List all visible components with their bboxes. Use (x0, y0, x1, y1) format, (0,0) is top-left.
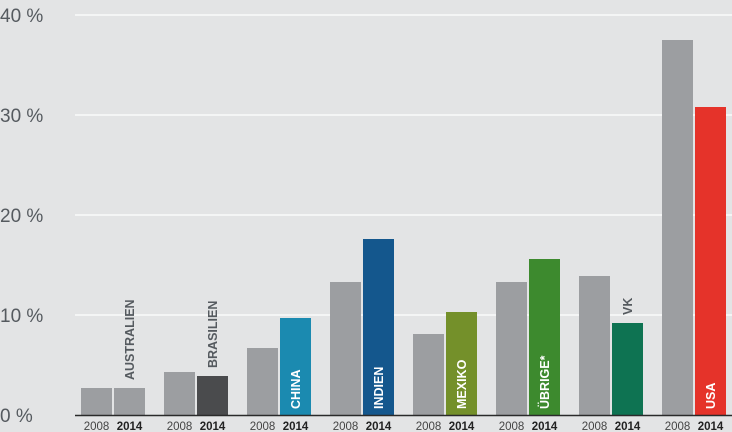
bar-label-cat2: CHINA (289, 369, 303, 409)
bar-2014-cat7 (695, 107, 726, 415)
bar-2008-cat7 (662, 40, 693, 415)
bar-2014-cat1 (197, 376, 228, 415)
x-tick-label: 2008 (167, 421, 193, 432)
bar-label-cat7: USA (704, 383, 718, 409)
x-axis: 2008 2014 2008 2014 2008 2014 2008 2014 2008 2014… (75, 414, 732, 432)
bar-2014-cat0 (114, 388, 145, 415)
bar-label-cat5: ÜBRIGE* (537, 355, 552, 409)
bar-2014-cat6 (612, 323, 643, 415)
x-tick-label: 2014 (366, 421, 392, 432)
bar-2008-cat1 (164, 372, 195, 415)
y-axis: 0 % 10 % 20 % 30 % 40 % (0, 6, 43, 427)
x-tick-label: 2014 (117, 421, 143, 432)
x-tick-label: 2014 (698, 421, 724, 432)
x-tick-label: 2008 (499, 421, 525, 432)
bar-label-cat6: VK (621, 298, 635, 315)
bar-label-cat1: BRASILIEN (206, 301, 220, 368)
bar-2008-cat6 (579, 276, 610, 415)
y-tick-label: 30 % (0, 106, 43, 127)
x-tick-label: 2014 (283, 421, 309, 432)
bar-2014-cat4 (446, 312, 477, 415)
bar-2014-cat5 (529, 259, 560, 415)
bar-2014-cat2 (280, 318, 311, 415)
x-tick-label: 2014 (532, 421, 558, 432)
y-tick-label: 40 % (0, 6, 43, 27)
bar-2008-cat5 (496, 282, 527, 415)
grid-lines (75, 14, 732, 316)
bars: AUSTRALIEN BRASILIEN CHINA INDIEN MEXIKO ÜBRI… (81, 40, 726, 415)
bar-label-cat0: AUSTRALIEN (123, 299, 137, 380)
x-tick-label: 2008 (582, 421, 608, 432)
y-tick-label: 10 % (0, 306, 43, 327)
x-tick-label: 2014 (200, 421, 226, 432)
bar-2008-cat0 (81, 388, 112, 415)
x-tick-label: 2008 (333, 421, 359, 432)
x-tick-label: 2008 (84, 421, 110, 432)
x-tick-label: 2008 (665, 421, 691, 432)
x-tick-label: 2008 (250, 421, 276, 432)
bar-2008-cat3 (330, 282, 361, 415)
bar-2008-cat4 (413, 334, 444, 415)
bar-2014-cat3 (363, 239, 394, 415)
x-tick-label: 2008 (416, 421, 442, 432)
bar-label-cat4: MEXIKO (455, 359, 469, 409)
x-tick-label: 2014 (449, 421, 475, 432)
x-tick-label: 2014 (615, 421, 641, 432)
y-tick-label: 0 % (0, 406, 33, 427)
bar-2008-cat2 (247, 348, 278, 415)
y-tick-label: 20 % (0, 206, 43, 227)
bar-label-cat3: INDIEN (372, 367, 386, 409)
